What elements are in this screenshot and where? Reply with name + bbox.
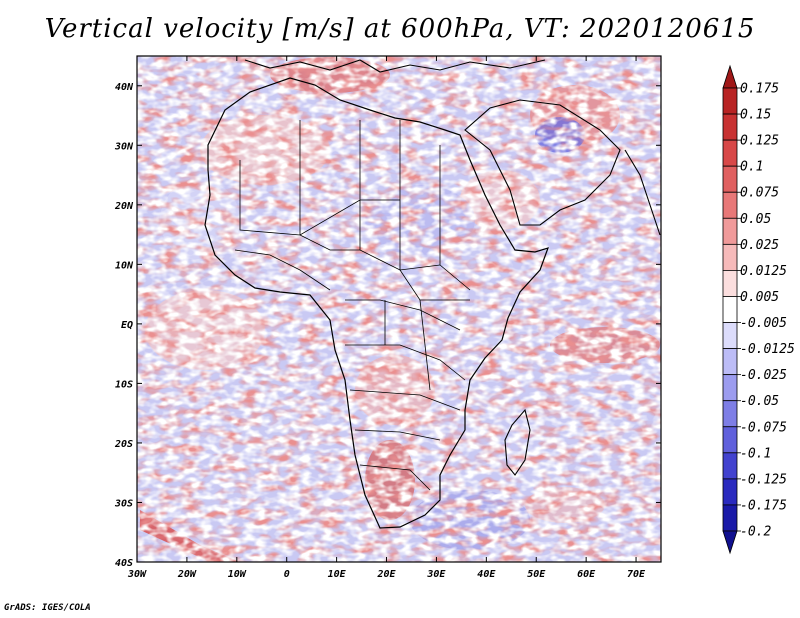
colorbar-segment <box>722 452 738 480</box>
x-tick-label: 40E <box>477 569 496 580</box>
y-tick-label: 20S <box>114 439 133 450</box>
y-tick-label: 20N <box>114 201 134 212</box>
colorbar-label: -0.05 <box>740 394 779 409</box>
colorbar-segment <box>722 348 738 376</box>
axes: 30W 20W 10W 0 10E 20E 30E 40E 50E 60E 70E 40N 30N 20N… <box>114 56 661 580</box>
colorbar-label: 0.075 <box>740 186 779 201</box>
colorbar-label: -0.175 <box>740 498 787 513</box>
country-borders <box>234 120 471 491</box>
grads-credit: GrADS: IGES/COLA <box>4 603 91 613</box>
colorbar-segment <box>722 374 738 402</box>
colorbar-label: -0.125 <box>740 472 787 487</box>
field-texture-white <box>137 56 661 562</box>
y-tick-label: 10S <box>115 379 133 390</box>
colorbar-segment <box>722 478 738 506</box>
y-tick-label: 30N <box>114 141 134 152</box>
colorbar-segment <box>722 426 738 454</box>
colorbar-label: -0.0125 <box>740 342 795 357</box>
europe-coastline <box>244 59 546 73</box>
colorbar-segment <box>722 217 738 245</box>
arabia-coastline <box>464 99 621 226</box>
colorbar-segment <box>722 191 738 219</box>
colorbar-segment <box>722 322 738 349</box>
madagascar-coastline <box>504 408 531 476</box>
colorbar-segment <box>722 113 738 141</box>
y-tick-label: 40N <box>115 82 134 93</box>
x-tick-label: 0 <box>284 569 290 580</box>
colorbar-top-arrow <box>722 64 738 89</box>
colorbar-segment <box>722 400 738 428</box>
plot-frame <box>136 55 662 563</box>
x-tick-label: 60E <box>577 569 596 580</box>
colorbar-segment <box>722 296 738 323</box>
plot-area <box>137 56 661 562</box>
x-tick-label: 70E <box>627 569 646 580</box>
y-tick-label: 10N <box>115 260 134 271</box>
colorbar-label: 0.005 <box>740 290 779 305</box>
colorbar-segment <box>722 139 738 167</box>
colorbar-label: 0.15 <box>740 108 771 123</box>
colorbar-label: -0.075 <box>740 420 787 435</box>
x-tick-label: 30W <box>127 569 147 580</box>
colorbar-label: 0.0125 <box>740 264 787 279</box>
colorbar-segment <box>722 243 738 271</box>
chart-title: Vertical velocity [m/s] at 600hPa, VT: 2… <box>44 14 756 44</box>
colorbar-segment <box>722 165 738 193</box>
x-tick-label: 20E <box>376 569 396 580</box>
x-tick-label: 20W <box>177 569 197 580</box>
x-tick-label: 10W <box>228 569 247 580</box>
colorbar-label: -0.1 <box>740 446 771 461</box>
colorbar-label: -0.005 <box>740 316 787 331</box>
colorbar-label: -0.2 <box>740 525 771 540</box>
colorbar-segment <box>722 87 738 115</box>
colorbar-segment <box>722 270 738 297</box>
x-tick-label: 30E <box>426 569 446 580</box>
colorbar-label: 0.025 <box>740 238 779 253</box>
x-tick-label: 50E <box>527 569 546 580</box>
colorbar-segment <box>722 504 738 532</box>
colorbar-label: 0.175 <box>740 82 779 97</box>
colorbar: 0.175 0.15 0.125 0.1 0.075 0.05 0.025 0.0125 0.0… <box>722 64 795 555</box>
x-tick-label: 10E <box>328 569 347 580</box>
africa-coastline <box>204 77 549 529</box>
india-coastline <box>624 149 661 236</box>
colorbar-bottom-arrow <box>722 530 738 555</box>
colorbar-label: 0.125 <box>740 134 779 149</box>
y-tick-label: 40S <box>115 558 133 569</box>
y-tick-label: 30S <box>114 498 133 509</box>
colorbar-label: -0.025 <box>740 368 787 383</box>
colorbar-label: 0.1 <box>740 160 763 175</box>
colorbar-label: 0.05 <box>740 212 771 227</box>
y-tick-label: EQ <box>121 320 133 331</box>
